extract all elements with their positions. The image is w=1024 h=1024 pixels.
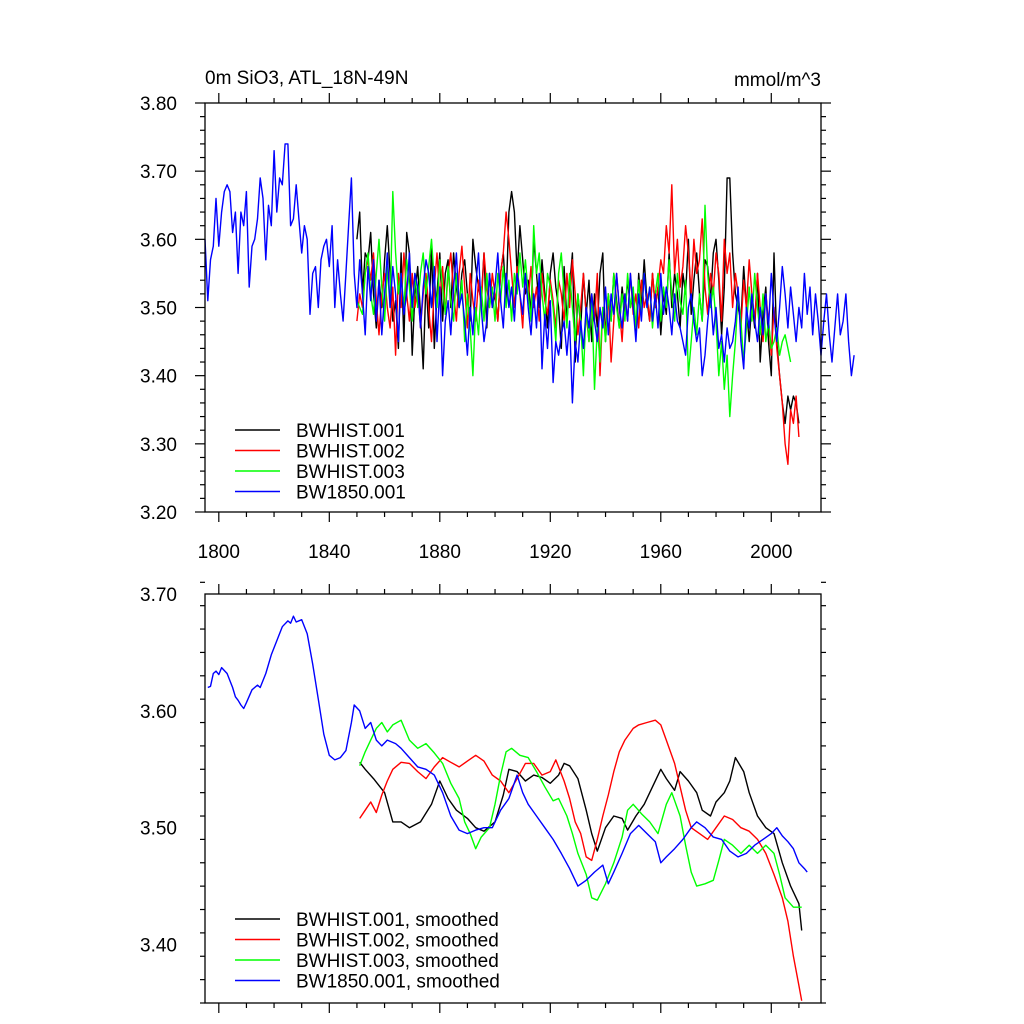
series-line-bwhist-001-smoothed [359, 756, 803, 931]
panel-raw: 0m SiO3, ATL_18N-49N mmol/m^3 BWHIST.001… [140, 68, 855, 563]
y-tick-label: 3.80 [140, 94, 177, 115]
chart-title: 0m SiO3, ATL_18N-49N [205, 68, 408, 89]
y-tick-label: 3.60 [140, 702, 177, 723]
y-tick-label: 3.60 [140, 230, 177, 251]
legend-label-bwhist-002: BWHIST.002 [296, 442, 405, 463]
axes-smoothed: 3.40 3.50 3.60 3.70 [140, 581, 826, 1013]
series-group-smoothed [207, 615, 808, 1001]
legend-label-bwhist-001-smoothed: BWHIST.001, smoothed [296, 910, 499, 931]
legend-label-bw1850-001: BW1850.001 [296, 483, 406, 504]
series-line-bw1850-001 [204, 143, 855, 404]
x-tick-label: 1960 [640, 542, 682, 563]
series-line-bwhist-003-smoothed [359, 719, 802, 908]
y-tick-label: 3.50 [140, 819, 177, 840]
legend-label-bw1850-001-smoothed: BW1850.001, smoothed [296, 972, 500, 993]
y-tick-label: 3.40 [140, 936, 177, 957]
legend-label-bwhist-003-smoothed: BWHIST.003, smoothed [296, 951, 499, 972]
x-tick-label: 2000 [750, 542, 792, 563]
series-line-bw1850-001-smoothed [207, 615, 808, 887]
legend-label-bwhist-002-smoothed: BWHIST.002, smoothed [296, 931, 499, 952]
y-tick-label: 3.70 [140, 585, 177, 606]
x-tick-label: 1800 [198, 542, 240, 563]
x-tick-label: 1920 [529, 542, 571, 563]
legend-label-bwhist-003: BWHIST.003 [296, 462, 405, 483]
x-tick-label: 1840 [308, 542, 350, 563]
series-line-bwhist-003 [356, 190, 792, 418]
y-tick-label: 3.20 [140, 503, 177, 524]
x-tick-label: 1880 [419, 542, 461, 563]
legend-label-bwhist-001: BWHIST.001 [296, 421, 405, 442]
series-line-bwhist-002 [356, 184, 800, 465]
y-tick-label: 3.30 [140, 435, 177, 456]
y-tick-label: 3.70 [140, 162, 177, 183]
units-label: mmol/m^3 [734, 70, 821, 91]
y-tick-label: 3.50 [140, 299, 177, 320]
y-tick-label: 3.40 [140, 367, 177, 388]
plot-frame-smoothed [204, 593, 822, 1004]
axes-raw: 1800 1840 1880 1920 1960 2000 3.20 3.30 3.40 3.50… [140, 93, 831, 563]
series-group-raw [204, 143, 855, 465]
